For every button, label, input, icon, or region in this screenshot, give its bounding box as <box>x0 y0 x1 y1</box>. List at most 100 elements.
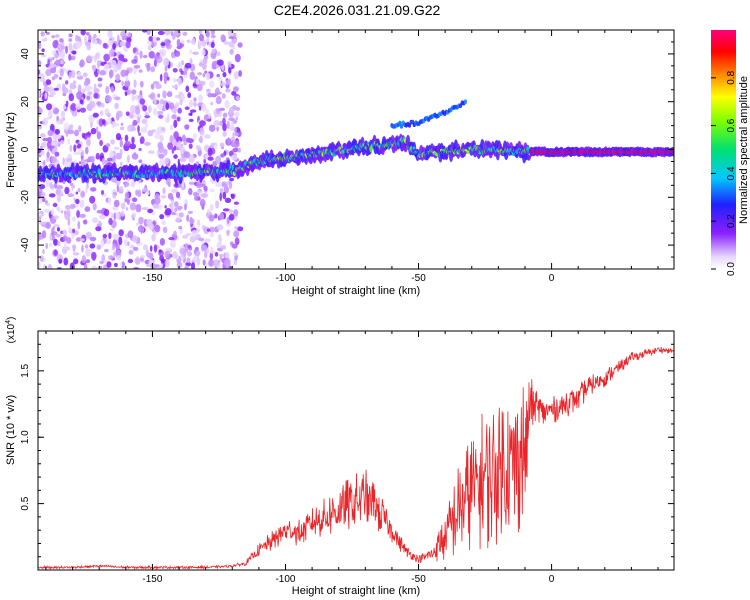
noise-blob <box>125 40 131 49</box>
noise-blob <box>164 259 170 268</box>
noise-blob <box>159 73 163 82</box>
noise-blob <box>115 243 120 251</box>
noise-blob <box>189 218 195 225</box>
noise-blob <box>138 159 143 163</box>
noise-blob <box>99 70 106 76</box>
noise-blob <box>105 95 112 103</box>
noise-blob <box>56 227 61 232</box>
noise-blob <box>107 117 112 125</box>
noise-blob <box>214 251 219 257</box>
noise-blob <box>158 249 162 254</box>
noise-blob <box>146 63 151 72</box>
noise-blob <box>46 151 50 159</box>
noise-blob <box>175 102 180 108</box>
x-tick-label: -100 <box>275 574 295 585</box>
noise-blob <box>184 106 190 110</box>
noise-blob <box>110 85 114 93</box>
noise-blob <box>166 76 170 81</box>
noise-blob <box>61 246 68 255</box>
noise-blob <box>86 55 93 63</box>
noise-blob <box>48 109 53 118</box>
noise-blob <box>188 143 193 149</box>
noise-blob <box>222 71 227 78</box>
noise-blob <box>85 132 92 136</box>
noise-blob <box>151 129 156 133</box>
noise-blob <box>120 122 124 126</box>
noise-blob <box>219 187 224 194</box>
noise-blob <box>99 110 104 116</box>
noise-blob <box>223 185 229 194</box>
noise-blob <box>188 181 196 185</box>
colorbar-tick-label: 0.8 <box>726 70 737 84</box>
noise-blob <box>185 247 189 253</box>
noise-blob <box>171 85 179 89</box>
noise-blob <box>233 252 237 257</box>
noise-blob <box>97 68 100 75</box>
noise-blob <box>185 85 190 93</box>
noise-blob <box>71 216 76 222</box>
snr-axes: -150 -100 -50 0 0.5 1.0 1.5 <box>20 331 674 585</box>
colorbar-tick-label: 0.6 <box>726 118 737 132</box>
noise-blob <box>38 233 41 242</box>
noise-blob <box>86 96 91 100</box>
noise-blob <box>118 236 123 246</box>
noise-blob <box>191 37 196 46</box>
noise-blob <box>207 208 211 214</box>
noise-blob <box>84 206 91 212</box>
noise-blob <box>73 159 77 163</box>
noise-blob <box>55 187 61 196</box>
noise-blob <box>233 140 240 148</box>
noise-blob <box>233 201 239 205</box>
noise-blob <box>85 32 90 36</box>
noise-blob <box>98 39 102 46</box>
noise-blob <box>50 209 55 216</box>
noise-blob <box>183 74 188 78</box>
noise-blob <box>162 90 167 99</box>
noise-blob <box>85 187 88 194</box>
noise-blob <box>226 217 230 224</box>
noise-blob <box>153 98 157 105</box>
noise-blob <box>92 64 96 72</box>
noise-blob <box>115 133 122 140</box>
noise-blob <box>41 48 45 53</box>
noise-blob <box>124 91 128 97</box>
noise-blob <box>59 76 62 80</box>
noise-blob <box>209 188 215 193</box>
noise-blob <box>106 261 112 268</box>
noise-blob <box>227 30 235 37</box>
noise-blob <box>237 42 243 48</box>
noise-blob <box>135 107 141 115</box>
noise-blob <box>233 209 239 217</box>
noise-blob <box>81 132 86 139</box>
noise-blob <box>85 146 89 155</box>
noise-blob <box>133 79 137 88</box>
noise-blob <box>177 107 182 114</box>
noise-blob <box>187 251 192 257</box>
noise-blob <box>49 62 55 68</box>
noise-blob <box>121 80 124 87</box>
noise-blob <box>81 244 84 253</box>
noise-blob <box>75 34 80 43</box>
noise-blob <box>165 102 170 110</box>
noise-blob <box>216 126 220 132</box>
noise-blob <box>225 88 231 93</box>
noise-blob <box>53 223 60 228</box>
noise-blob <box>196 83 203 92</box>
noise-blob <box>54 53 59 59</box>
noise-blob <box>76 91 83 100</box>
noise-blob <box>132 127 137 131</box>
noise-blob <box>210 246 214 254</box>
noise-blob <box>125 75 129 82</box>
noise-blob <box>228 209 234 214</box>
noise-blob <box>47 59 51 67</box>
noise-blob <box>62 105 67 110</box>
noise-blob <box>218 76 223 82</box>
noise-blob <box>76 150 81 156</box>
noise-blob <box>70 70 76 79</box>
noise-blob <box>56 134 62 139</box>
noise-blob <box>220 153 225 158</box>
colorbar-ticks: 0.0 0.2 0.4 0.6 0.8 <box>711 70 737 276</box>
noise-blob <box>54 128 61 135</box>
noise-blob <box>176 38 181 47</box>
